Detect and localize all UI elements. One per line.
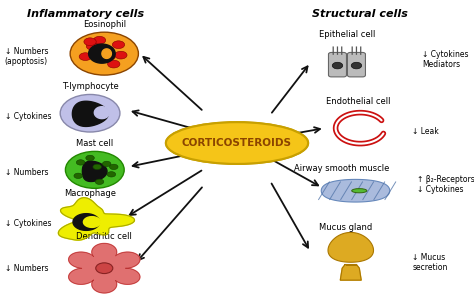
Text: ↓ Mucus
secretion: ↓ Mucus secretion xyxy=(412,252,448,272)
Text: CORTICOSTEROIDS: CORTICOSTEROIDS xyxy=(182,138,292,148)
Text: Macrophage: Macrophage xyxy=(64,189,116,198)
Text: ↓ Leak: ↓ Leak xyxy=(412,127,439,136)
Circle shape xyxy=(115,51,127,59)
Circle shape xyxy=(86,42,99,50)
Polygon shape xyxy=(89,44,115,63)
Circle shape xyxy=(103,53,115,60)
Circle shape xyxy=(79,53,91,60)
Circle shape xyxy=(107,172,116,177)
Polygon shape xyxy=(82,161,107,181)
FancyBboxPatch shape xyxy=(328,52,346,77)
Ellipse shape xyxy=(352,189,367,193)
Text: ↓ Numbers: ↓ Numbers xyxy=(5,264,48,273)
Text: ↑ β₂-Receptors
↓ Cytokines: ↑ β₂-Receptors ↓ Cytokines xyxy=(417,175,474,195)
Circle shape xyxy=(65,151,124,188)
Polygon shape xyxy=(340,265,361,280)
Circle shape xyxy=(112,41,125,49)
Polygon shape xyxy=(73,214,100,230)
Polygon shape xyxy=(102,49,111,58)
Circle shape xyxy=(84,38,96,46)
Ellipse shape xyxy=(166,122,308,164)
Circle shape xyxy=(74,173,82,179)
Polygon shape xyxy=(328,232,374,262)
Polygon shape xyxy=(83,217,100,227)
Circle shape xyxy=(93,36,106,44)
Text: T-lymphocyte: T-lymphocyte xyxy=(62,83,118,91)
Polygon shape xyxy=(69,243,140,293)
Text: Eosinophil: Eosinophil xyxy=(83,20,126,29)
Circle shape xyxy=(86,155,94,161)
Text: ↓ Numbers: ↓ Numbers xyxy=(5,168,48,177)
Text: Structural cells: Structural cells xyxy=(312,9,408,19)
Text: Mast cell: Mast cell xyxy=(76,139,113,148)
Polygon shape xyxy=(321,179,390,202)
Polygon shape xyxy=(94,107,109,119)
Text: Inflammatory cells: Inflammatory cells xyxy=(27,9,144,19)
Circle shape xyxy=(96,263,113,274)
Circle shape xyxy=(93,164,101,170)
Text: Epithelial cell: Epithelial cell xyxy=(319,30,375,39)
Circle shape xyxy=(95,179,104,184)
Ellipse shape xyxy=(166,122,308,164)
Circle shape xyxy=(108,60,120,68)
Circle shape xyxy=(102,161,111,167)
FancyBboxPatch shape xyxy=(347,52,365,77)
Circle shape xyxy=(332,62,343,69)
Text: ↓ Cytokines: ↓ Cytokines xyxy=(5,112,51,121)
Circle shape xyxy=(60,94,120,132)
Circle shape xyxy=(109,164,118,170)
Text: ↓ Numbers
(apoptosis): ↓ Numbers (apoptosis) xyxy=(5,47,48,66)
Circle shape xyxy=(351,62,362,69)
Text: Airway smooth muscle: Airway smooth muscle xyxy=(293,164,389,173)
Text: Dendritic cell: Dendritic cell xyxy=(76,232,132,241)
Circle shape xyxy=(70,32,138,75)
Polygon shape xyxy=(73,101,109,126)
Text: Mucus gland: Mucus gland xyxy=(319,223,373,232)
Text: CORTICOSTEROIDS: CORTICOSTEROIDS xyxy=(182,138,292,148)
Text: Endothelial cell: Endothelial cell xyxy=(326,97,390,106)
Text: ↓ Cytokines
Mediators: ↓ Cytokines Mediators xyxy=(422,50,468,69)
Polygon shape xyxy=(58,198,135,240)
Circle shape xyxy=(76,160,85,165)
Text: ↓ Cytokines: ↓ Cytokines xyxy=(5,219,51,228)
